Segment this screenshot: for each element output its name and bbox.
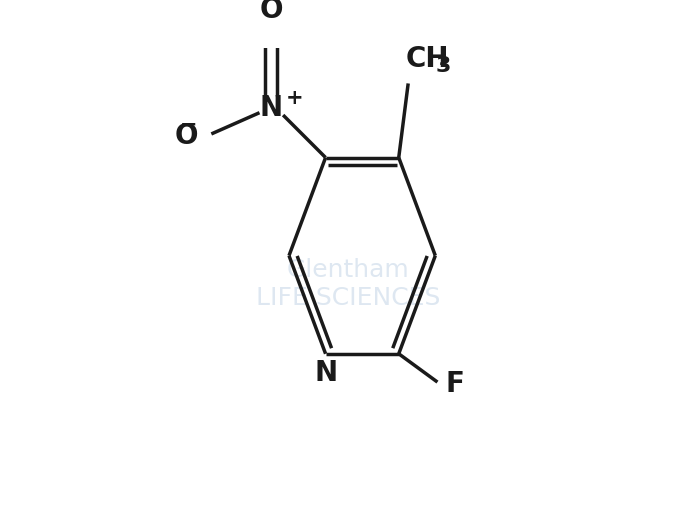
Text: 3: 3 xyxy=(435,56,450,76)
Text: −: − xyxy=(180,114,197,135)
Text: F: F xyxy=(446,370,465,398)
Text: N: N xyxy=(314,359,337,387)
Text: Glentham
LIFE SCIENCES: Glentham LIFE SCIENCES xyxy=(256,258,440,310)
Text: +: + xyxy=(285,87,303,108)
Text: O: O xyxy=(260,0,283,24)
Text: N: N xyxy=(260,94,283,122)
Text: CH: CH xyxy=(406,45,450,73)
Text: O: O xyxy=(175,122,198,150)
